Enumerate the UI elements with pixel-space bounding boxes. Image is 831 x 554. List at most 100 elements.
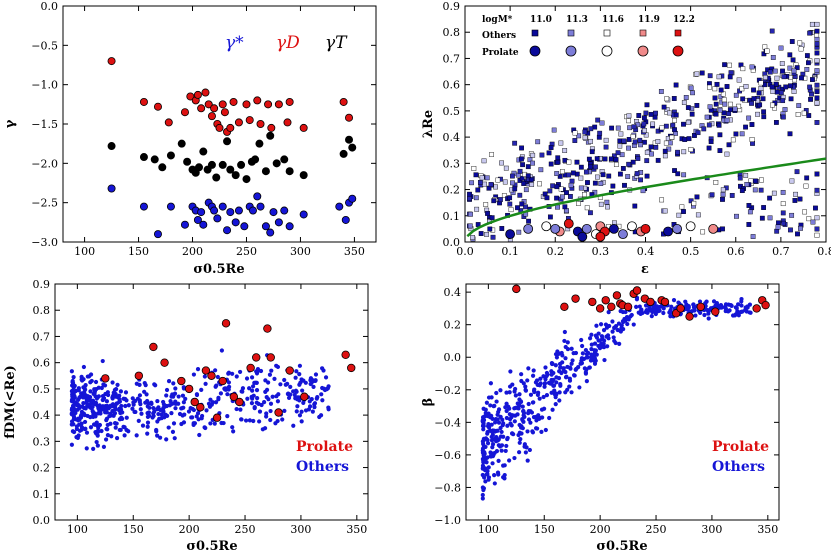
point-prolate	[134, 371, 144, 380]
x-tick-label: 350	[346, 523, 367, 536]
point-others	[106, 392, 111, 398]
legend-mass-1: 11.3	[566, 15, 588, 25]
point-others	[814, 215, 820, 221]
point-black	[261, 167, 270, 176]
point-others	[145, 420, 151, 425]
point-others	[642, 115, 647, 121]
point-others	[483, 202, 489, 207]
point-others	[206, 401, 212, 406]
point-others	[690, 90, 695, 96]
point-others	[804, 53, 810, 58]
legend-prolate: Prolate	[296, 439, 353, 455]
point-black	[348, 143, 357, 152]
point-others	[648, 111, 654, 117]
point-others	[724, 151, 730, 157]
point-others	[649, 151, 654, 157]
point-prolate	[577, 231, 588, 242]
point-others	[667, 110, 672, 116]
point-others	[622, 182, 627, 188]
point-others	[493, 184, 498, 190]
point-others	[486, 395, 492, 400]
point-others	[676, 212, 682, 218]
point-others	[88, 380, 93, 385]
point-others	[644, 173, 650, 179]
legend-mass-0: 11.0	[530, 15, 552, 25]
point-others	[675, 171, 681, 177]
point-others	[77, 395, 82, 400]
point-others	[92, 391, 97, 396]
point-others	[676, 300, 681, 305]
point-others	[521, 411, 527, 416]
point-red	[267, 123, 276, 132]
point-others	[736, 302, 741, 307]
point-blue	[226, 208, 235, 217]
point-others	[588, 138, 594, 144]
point-others	[257, 409, 263, 414]
point-others	[191, 372, 196, 377]
point-others	[698, 310, 703, 316]
y-tick-label: −0.2	[434, 384, 461, 397]
point-others	[509, 423, 514, 428]
point-others	[113, 394, 118, 399]
point-others	[732, 106, 738, 112]
point-others	[770, 89, 776, 94]
point-others	[479, 175, 485, 181]
point-others	[767, 69, 773, 75]
point-others	[721, 97, 727, 103]
legend-others: Others	[296, 459, 349, 475]
panel-fdm-vs-sigma: 100 150 200 250 300 350 0.0 0.1 0.2 0.3 0.4 0.5 0.6 0…	[3, 278, 369, 554]
point-others	[578, 164, 584, 170]
point-others	[69, 369, 74, 374]
point-others	[306, 407, 312, 412]
point-others	[809, 21, 815, 27]
point-black	[299, 171, 308, 180]
point-others	[806, 60, 811, 66]
legend-mass-2: 11.6	[602, 15, 624, 25]
point-others	[130, 396, 135, 401]
point-others	[219, 348, 224, 353]
point-prolate	[632, 286, 642, 295]
x-tick-label: 100	[478, 523, 499, 536]
point-others	[274, 394, 279, 399]
point-others	[197, 432, 202, 438]
point-others	[299, 419, 304, 424]
axis-ticks: 100 150 200 250 300 350 0.0 −0.5 −1.0 −1.5 −2.0 −2.…	[31, 0, 376, 258]
point-others	[572, 138, 578, 143]
point-others	[631, 322, 636, 327]
point-others	[96, 407, 102, 412]
point-others	[573, 350, 579, 356]
point-others	[196, 417, 201, 422]
point-others	[792, 198, 798, 203]
point-others	[320, 398, 325, 403]
point-others	[504, 408, 509, 414]
point-others	[108, 403, 113, 408]
point-others	[755, 111, 760, 117]
point-others	[683, 299, 688, 304]
point-others	[739, 131, 745, 137]
point-others	[71, 416, 77, 421]
point-prolate	[560, 302, 569, 311]
point-others	[547, 188, 553, 194]
point-others	[270, 394, 275, 399]
point-others	[297, 413, 303, 418]
point-others	[293, 375, 298, 380]
point-red	[193, 90, 202, 99]
point-black	[280, 155, 289, 164]
point-others	[770, 55, 776, 60]
point-others	[629, 312, 634, 318]
point-others	[634, 171, 640, 176]
point-others	[155, 419, 160, 424]
point-prolate	[541, 221, 552, 232]
point-others	[162, 404, 167, 409]
point-others	[517, 440, 522, 445]
point-others	[509, 173, 515, 179]
point-prolate	[646, 297, 655, 307]
point-others	[648, 144, 654, 150]
point-prolate	[676, 304, 685, 313]
point-others	[105, 427, 110, 432]
point-red	[220, 108, 229, 117]
x-tick-label: 0.2	[547, 245, 565, 258]
point-others	[257, 419, 262, 424]
point-others	[744, 182, 750, 187]
point-others	[583, 370, 588, 375]
